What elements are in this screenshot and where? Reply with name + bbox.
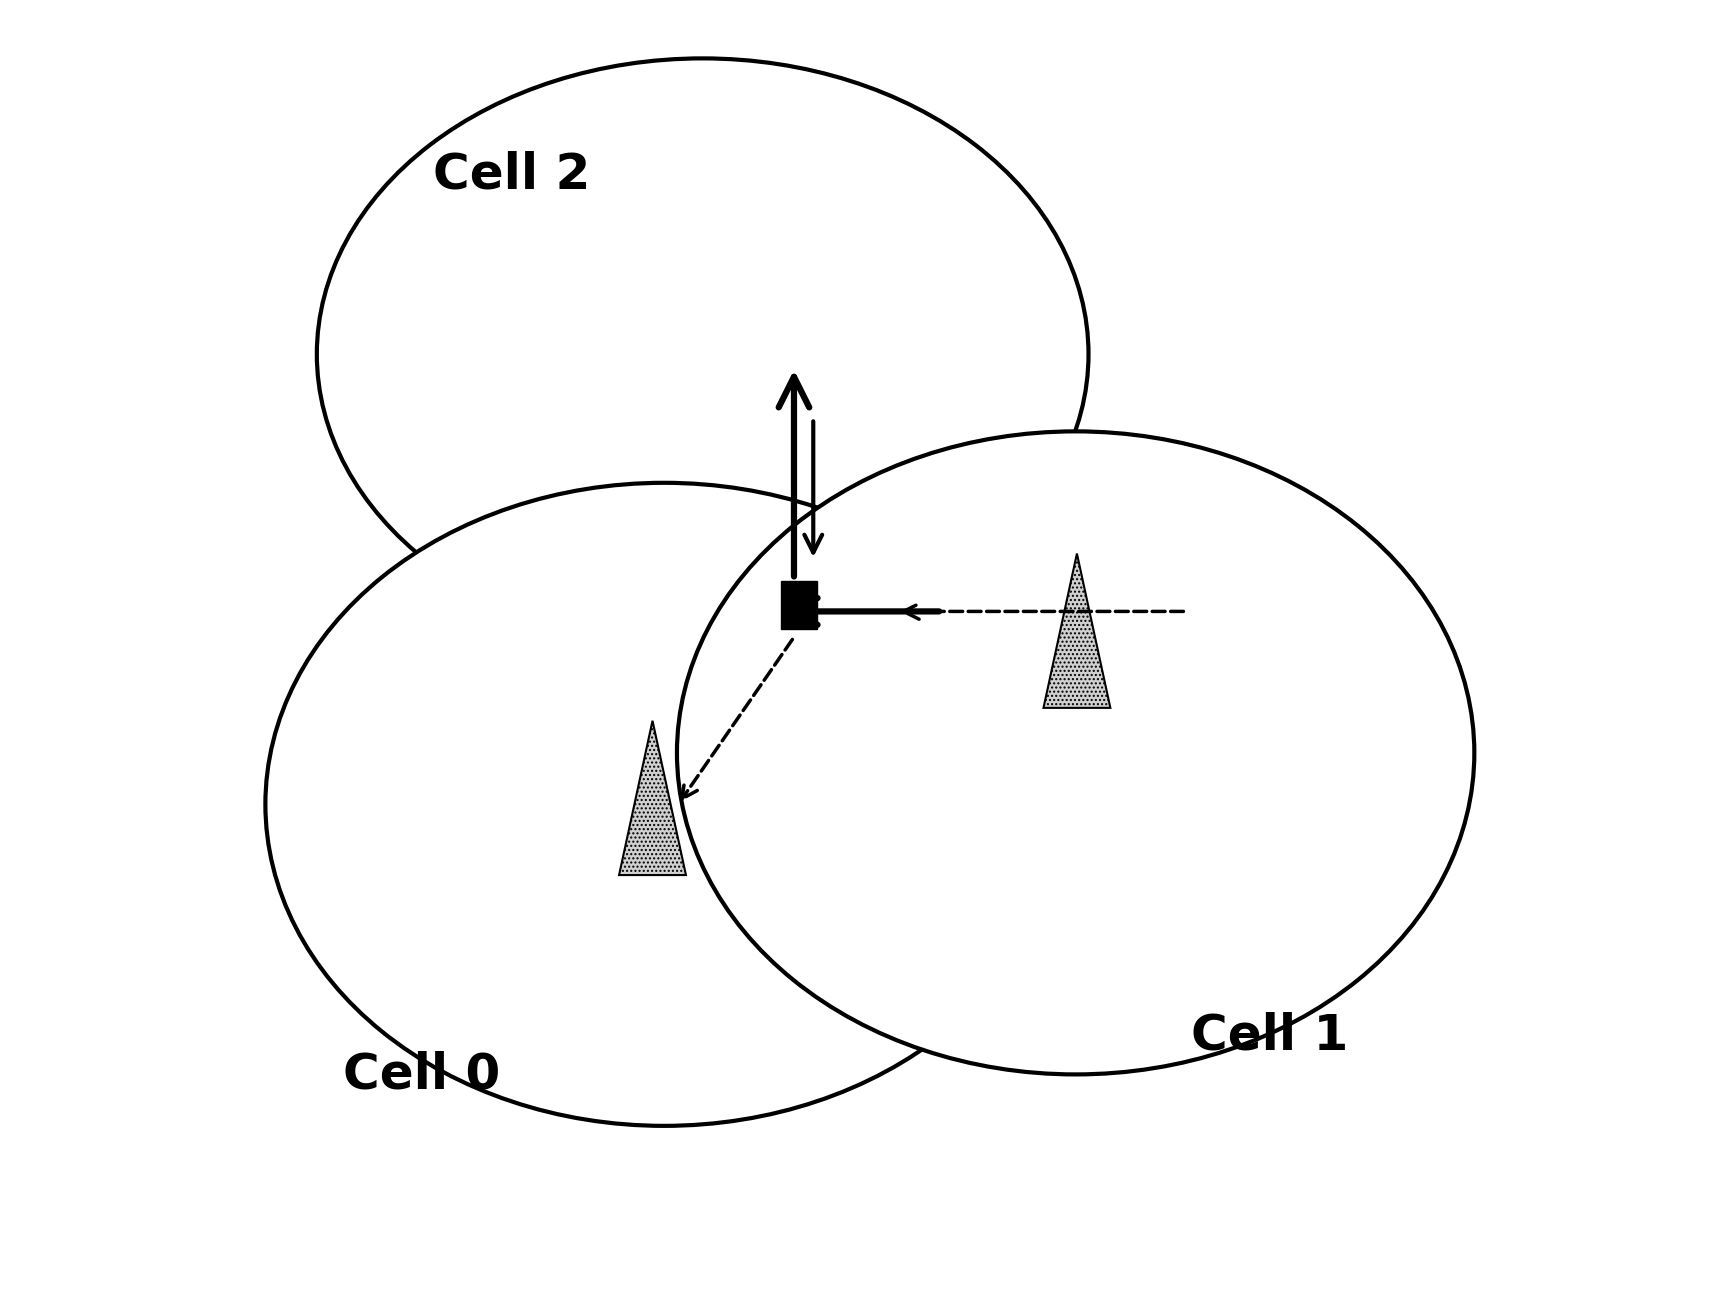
Text: Cell 0: Cell 0	[343, 1050, 500, 1098]
Polygon shape	[619, 720, 686, 875]
Text: Cell 1: Cell 1	[1191, 1011, 1349, 1059]
Ellipse shape	[266, 482, 1063, 1126]
Bar	[782, 581, 818, 629]
Ellipse shape	[317, 58, 1088, 650]
Ellipse shape	[677, 432, 1474, 1074]
Polygon shape	[1044, 554, 1111, 708]
Text: Cell 2: Cell 2	[432, 150, 590, 198]
